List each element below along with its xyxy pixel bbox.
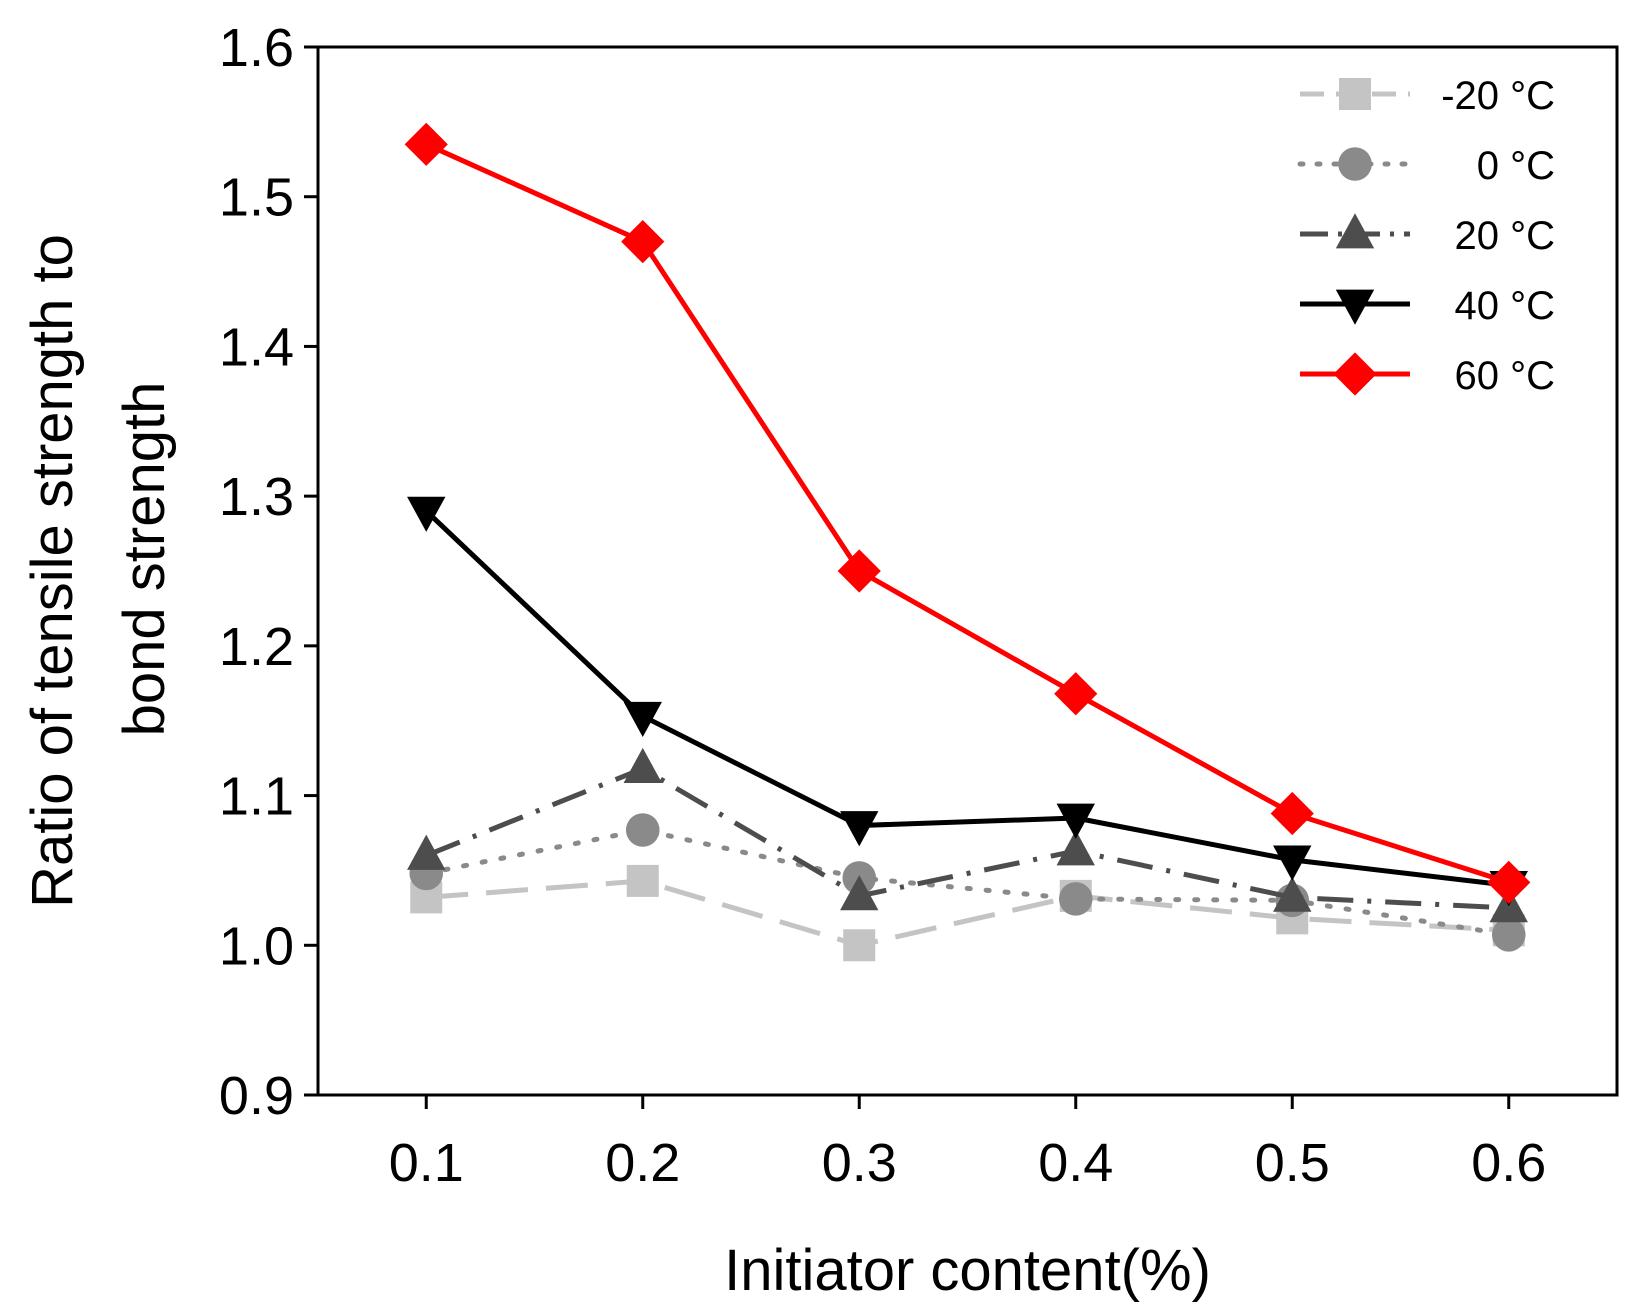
legend-marker (1335, 289, 1375, 325)
data-point (840, 875, 879, 911)
legend-label: 0 °C (1477, 144, 1555, 188)
plot-frame (316, 45, 1619, 1097)
data-point (843, 929, 876, 962)
legend-entry: -20 °C (1300, 74, 1555, 118)
series-60C-group (404, 122, 1531, 905)
x-tick-label: 0.2 (605, 1133, 680, 1193)
y-axis-title-line-1: Ratio of tensile strength to (20, 234, 85, 908)
x-tick-label: 0.1 (389, 1133, 464, 1193)
y-tick-label: 1.0 (219, 916, 294, 976)
data-point (626, 864, 659, 897)
x-tick-label: 0.6 (1471, 1133, 1546, 1193)
data-point (1056, 803, 1095, 839)
x-tick-label: 0.3 (822, 1133, 897, 1193)
legend-marker (1333, 352, 1377, 396)
series-minus20C-group (410, 864, 1525, 962)
legend: -20 °C 0 °C 20 °C 40 °C 60 °C (1297, 74, 1555, 398)
data-point (1273, 845, 1312, 881)
data-point (1058, 882, 1093, 916)
series-line (424, 509, 1510, 888)
legend-entry: 40 °C (1300, 284, 1555, 328)
y-tick-label: 1.2 (219, 617, 294, 677)
data-point (407, 834, 446, 870)
data-point (1491, 918, 1526, 952)
y-tick-label: 1.3 (219, 467, 294, 527)
legend-marker (1339, 78, 1371, 110)
x-axis-title: Initiator content(%) (724, 1238, 1211, 1303)
y-tick-label: 0.9 (219, 1066, 294, 1126)
data-point (404, 122, 448, 166)
legend-label: 60 °C (1455, 354, 1556, 398)
legend-marker (1335, 213, 1375, 249)
data-point (623, 701, 662, 738)
legend-marker (1338, 147, 1372, 181)
legend-label: 40 °C (1455, 284, 1556, 328)
series-line (423, 827, 1512, 938)
x-tick-label: 0.4 (1038, 1133, 1113, 1193)
data-point (623, 747, 662, 784)
data-point (1270, 791, 1314, 836)
legend-label: -20 °C (1441, 74, 1555, 118)
x-tick-label: 0.5 (1255, 1133, 1330, 1193)
data-point (1273, 876, 1312, 912)
data-point (840, 811, 879, 847)
series-layer (404, 122, 1531, 962)
series-line (426, 878, 1509, 948)
axes: 0.9 1.0 1.1 1.2 1.3 1.4 1.5 1.6 0.1 0.2 0.3 0.4 0.5 0… (20, 18, 1619, 1303)
legend-entry: 20 °C (1300, 213, 1555, 258)
data-point (837, 549, 881, 593)
data-point (621, 220, 665, 264)
y-tick-label: 1.4 (219, 317, 294, 377)
data-point (1054, 672, 1098, 716)
y-axis-title-line-2: bond strength (112, 382, 177, 737)
data-point (1056, 830, 1095, 866)
y-tick-label: 1.5 (219, 168, 294, 228)
data-point (625, 813, 660, 847)
data-point (407, 496, 446, 532)
legend-entry: 0 °C (1297, 144, 1555, 188)
legend-entry: 60 °C (1300, 352, 1555, 398)
legend-label: 20 °C (1455, 214, 1556, 258)
series-line (425, 142, 1510, 885)
data-point (1487, 860, 1531, 905)
y-tick-label: 1.1 (219, 767, 294, 827)
y-tick-label: 1.6 (219, 18, 294, 78)
series-line (425, 766, 1509, 911)
